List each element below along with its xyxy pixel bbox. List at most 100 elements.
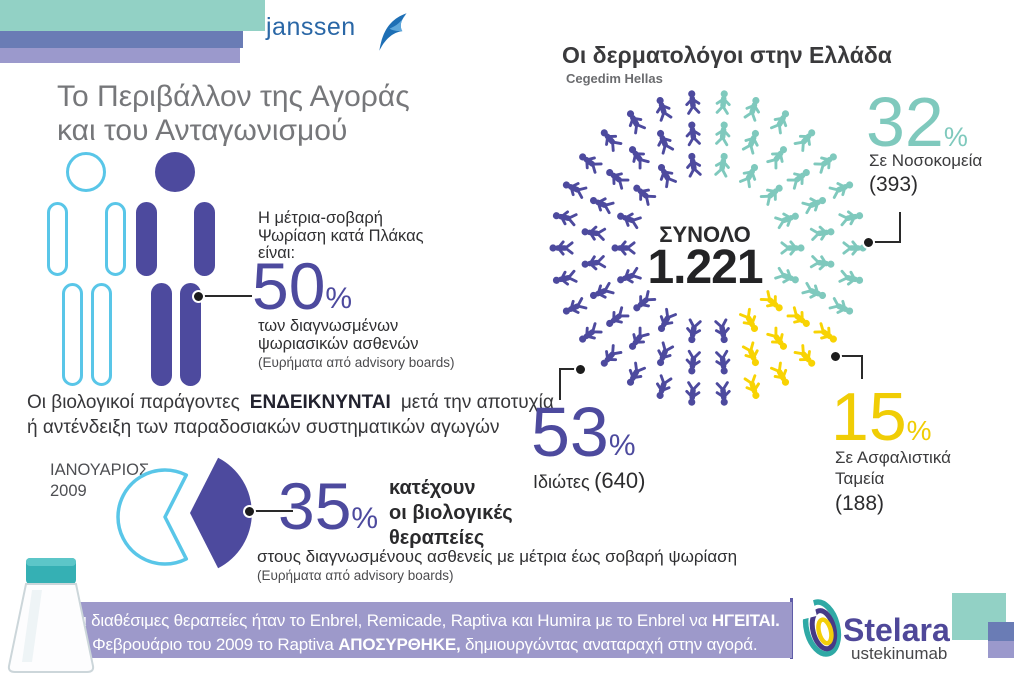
person-icon — [774, 212, 799, 230]
person-icon — [739, 307, 759, 333]
person-icon — [786, 306, 810, 328]
person-icon — [552, 210, 578, 227]
page-title-line1: Το Περιβάλλον της Αγοράς — [57, 80, 410, 113]
person-icon — [714, 152, 730, 178]
person-icon — [801, 281, 827, 299]
person-icon — [633, 290, 657, 312]
callout-line-50 — [200, 295, 252, 297]
person-icon — [809, 225, 835, 241]
figure-head — [155, 152, 195, 192]
person-icon — [714, 318, 730, 344]
callout-dot-50 — [192, 290, 205, 303]
derma-center-label: ΣΥΝΟΛΟ — [659, 222, 751, 247]
stat-15-count: (188) — [835, 492, 885, 515]
callout-hline-32 — [870, 241, 901, 243]
janssen-logo: janssen — [266, 10, 410, 54]
footer-line1: Οι διαθέσιμες θεραπείες ήταν το Enbrel, … — [70, 611, 780, 630]
person-icon — [793, 129, 816, 152]
person-icon — [759, 184, 783, 206]
pie-wedge-slice — [190, 457, 252, 569]
person-icon — [628, 146, 650, 170]
page-title: Το Περιβάλλον της Αγοράς και του Ανταγων… — [57, 80, 410, 148]
deco-bar-lilac — [0, 48, 240, 63]
figure-head — [66, 152, 106, 192]
callout-dot-53 — [574, 363, 587, 376]
person-figure-filled — [136, 152, 217, 387]
person-icon — [606, 168, 630, 190]
person-icon — [628, 326, 650, 350]
person-icon — [759, 290, 783, 312]
person-icon — [611, 240, 636, 256]
person-icon — [770, 361, 790, 386]
callout-dot-32 — [862, 236, 875, 249]
person-icon — [685, 90, 701, 115]
person-icon — [633, 184, 657, 206]
person-figure-outline — [47, 152, 128, 387]
pie-date-label: ΙΑΝΟΥΑΡΙΟΣ 2009 — [50, 461, 150, 500]
person-icon — [656, 374, 673, 399]
callout-dot-35 — [243, 505, 256, 518]
person-icon — [562, 297, 588, 315]
derma-title: Οι δερματολόγοι στην Ελλάδα — [562, 42, 892, 68]
stat-53-label: Ιδιώτες (640) — [533, 468, 646, 493]
person-icon — [828, 181, 854, 199]
person-icon — [801, 197, 827, 215]
stelara-swirl-icon — [800, 595, 842, 657]
stat-35-value: 35% — [278, 469, 379, 543]
person-icon — [715, 121, 731, 147]
person-icon — [579, 153, 603, 174]
person-icon — [770, 110, 790, 135]
derma-center-value: 1.221 — [647, 241, 763, 294]
stat-50-value: 50% — [252, 249, 353, 323]
stat-35-label: κατέχουν οι βιολογικές θεραπείες — [389, 477, 513, 549]
stat-35-caption: στους διαγνωσμένους ασθενείς με μέτρια έ… — [257, 547, 738, 566]
person-icon — [715, 381, 731, 406]
person-icon — [813, 322, 837, 343]
person-icon — [600, 129, 623, 152]
callout-dot-15 — [829, 350, 842, 363]
page-title-line2: και του Ανταγωνισμού — [57, 114, 348, 147]
callout-line-35 — [251, 510, 293, 512]
person-icon — [686, 318, 702, 344]
biologics-line1: Οι βιολογικοί παράγοντες ΕΝΔΕΙΚΝΥΝΤΑΙ με… — [27, 392, 554, 413]
person-icon — [579, 322, 603, 343]
stat-15-label: Σε Ασφαλιστικά Ταμεία — [835, 448, 951, 488]
biologics-statement: Οι βιολογικοί παράγοντες ΕΝΔΕΙΚΝΥΝΤΑΙ με… — [27, 390, 554, 440]
people-ring-chart — [549, 90, 867, 406]
biologics-line2: ή αντένδειξη των παραδοσιακών συστηματικ… — [27, 417, 500, 438]
person-icon — [842, 240, 867, 256]
person-icon — [589, 197, 615, 215]
callout-hline-15 — [837, 355, 863, 357]
stat-50-caption: των διαγνωσμένων ψωριασικών ασθενών — [258, 317, 419, 353]
person-icon — [581, 255, 607, 271]
pie-remainder-slice — [116, 468, 189, 566]
stat-32-label: Σε Νοσοκομεία — [869, 151, 983, 170]
person-icon — [685, 381, 701, 406]
person-icon — [743, 97, 760, 122]
deco-bar-blue — [0, 31, 243, 48]
person-icon — [656, 97, 673, 122]
stat-32-value: 32% — [866, 83, 968, 161]
person-icon — [626, 110, 646, 135]
person-icon — [766, 326, 788, 350]
stat-35-source: (Ευρήματα από advisory boards) — [257, 568, 454, 583]
person-icon — [617, 266, 642, 284]
callout-vline-32 — [899, 212, 901, 243]
callout-vline-53 — [559, 368, 561, 400]
janssen-wordmark: janssen — [266, 13, 356, 41]
person-icon — [657, 163, 677, 189]
derma-source: Cegedim Hellas — [566, 71, 663, 86]
person-icon — [552, 269, 578, 286]
stelara-wordmark: Stelara — [843, 612, 950, 648]
stat-15-value: 15% — [831, 379, 932, 455]
footer-line2: Το Φεβρουάριο του 2009 το Raptiva ΑΠΟΣΥΡ… — [70, 635, 758, 654]
person-icon — [774, 266, 799, 284]
person-icon — [657, 129, 675, 155]
person-icon — [780, 240, 805, 256]
person-icon — [617, 212, 642, 230]
pie-chart-35 — [116, 457, 252, 569]
person-icon — [657, 307, 677, 333]
person-icon — [813, 153, 837, 174]
person-icon — [741, 129, 759, 155]
